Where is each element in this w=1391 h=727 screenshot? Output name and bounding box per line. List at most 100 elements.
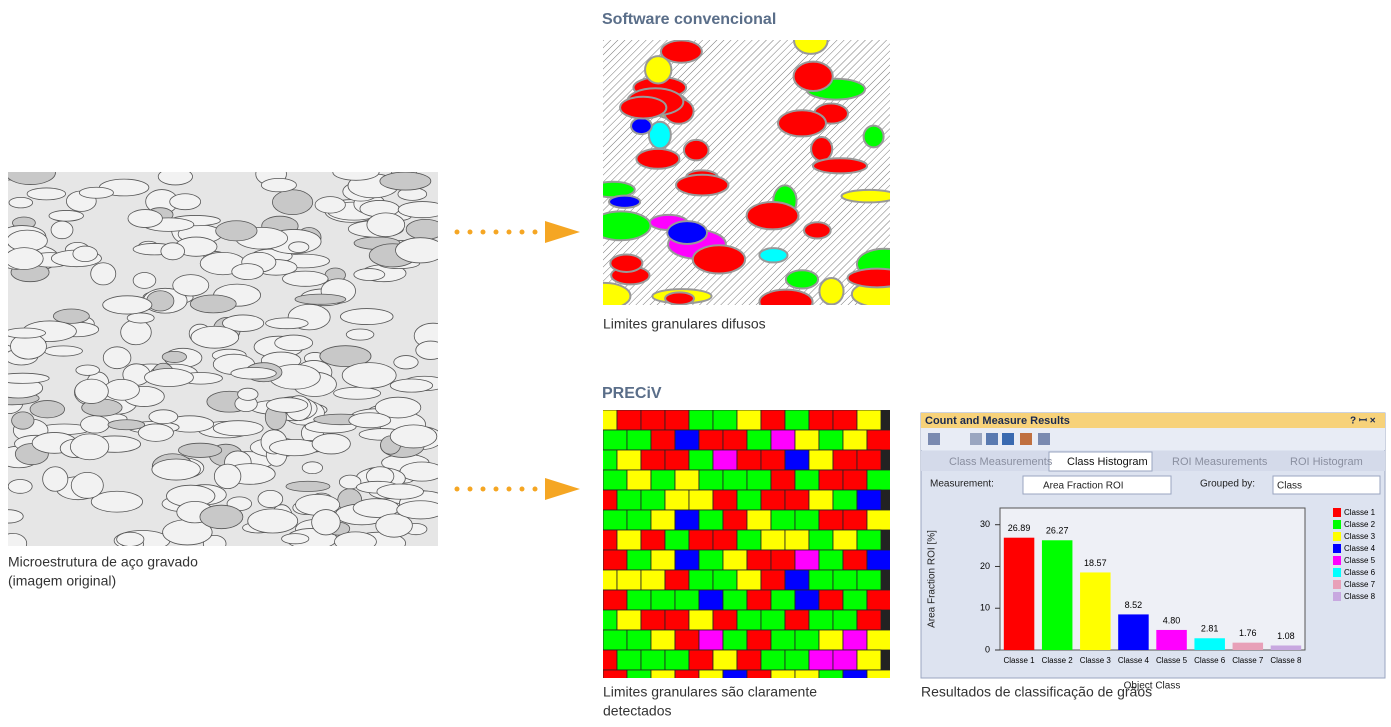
x-tick-label: Classe 2 <box>1042 656 1074 665</box>
toolbar-button[interactable] <box>1002 433 1014 445</box>
grain <box>856 529 882 551</box>
grain <box>698 629 724 651</box>
grain <box>866 549 890 571</box>
grain <box>11 411 35 430</box>
grain <box>8 327 46 339</box>
grain <box>281 533 310 545</box>
tab[interactable]: ROI Measurements <box>1172 456 1268 468</box>
grain <box>808 529 834 551</box>
y-axis-label: Area Fraction ROI [%] <box>927 530 938 628</box>
grain <box>784 269 820 290</box>
grain <box>415 340 438 360</box>
legend-label: Classe 2 <box>1344 520 1376 529</box>
grain <box>285 480 331 492</box>
grain <box>758 247 789 264</box>
grain <box>842 509 868 531</box>
grain <box>640 529 666 551</box>
grain <box>375 513 413 538</box>
grain <box>348 412 392 429</box>
grain <box>770 549 796 571</box>
grain <box>603 210 652 242</box>
legend-label: Classe 5 <box>1344 556 1376 565</box>
grain <box>169 193 202 211</box>
toolbar-button[interactable] <box>928 433 940 445</box>
grain <box>630 116 653 136</box>
grain <box>640 569 666 591</box>
grain <box>866 509 890 531</box>
grain <box>616 449 642 471</box>
svg-text:? ꟷ ×: ? ꟷ × <box>1350 416 1376 427</box>
bar <box>1080 572 1111 650</box>
grain <box>157 172 193 186</box>
grain <box>674 429 700 451</box>
legend-swatch <box>1333 556 1341 565</box>
x-tick-label: Classe 5 <box>1156 656 1188 665</box>
grain <box>8 532 28 546</box>
grain <box>301 461 323 475</box>
caption: Microestrutura de aço gravado <box>8 554 198 570</box>
grain <box>8 372 50 384</box>
grain <box>808 569 834 591</box>
grain <box>866 429 890 451</box>
heading: PRECiV <box>602 385 662 402</box>
grain <box>664 291 695 305</box>
grain <box>640 449 666 471</box>
dropdown[interactable] <box>1022 475 1172 495</box>
grain <box>274 334 314 352</box>
grain <box>90 262 117 286</box>
grain <box>222 314 265 332</box>
grain <box>132 272 157 289</box>
grain <box>760 489 786 511</box>
grain <box>603 549 628 571</box>
tab[interactable]: Class Histogram <box>1067 456 1148 468</box>
tab[interactable]: Class Measurements <box>949 456 1053 468</box>
value-label: 18.57 <box>1084 558 1107 568</box>
grain <box>784 410 810 431</box>
dropdown[interactable] <box>1272 475 1381 495</box>
toolbar-button[interactable] <box>986 433 998 445</box>
tab[interactable]: ROI Histogram <box>1290 456 1363 468</box>
grain <box>311 509 341 536</box>
grain <box>52 308 90 324</box>
grain <box>745 200 800 231</box>
grain <box>746 469 772 491</box>
grain <box>260 178 297 193</box>
grain <box>650 549 676 571</box>
legend-swatch <box>1333 592 1341 601</box>
grain <box>177 442 223 458</box>
toolbar-button[interactable] <box>1020 433 1032 445</box>
grain <box>722 509 748 531</box>
toolbar-button[interactable] <box>1038 433 1050 445</box>
window-title: Count and Measure Results <box>925 415 1070 427</box>
legend-swatch <box>1333 520 1341 529</box>
grain <box>635 147 681 170</box>
grain <box>603 609 618 631</box>
grain <box>341 362 397 389</box>
grain <box>736 489 762 511</box>
grain <box>26 187 67 201</box>
grain <box>784 569 810 591</box>
label: Measurement: <box>930 479 994 490</box>
grain <box>231 263 264 280</box>
value-label: 8.52 <box>1125 600 1143 610</box>
grain <box>698 669 724 678</box>
toolbar-button[interactable] <box>970 433 982 445</box>
grain <box>189 294 237 314</box>
value-label: 26.27 <box>1046 526 1069 536</box>
grain <box>397 201 438 219</box>
caption: (imagem original) <box>8 573 116 589</box>
grain <box>8 172 56 185</box>
grain <box>674 469 700 491</box>
bar <box>1232 642 1264 650</box>
grain <box>48 210 84 222</box>
grain <box>856 410 882 431</box>
grain <box>770 429 796 451</box>
grain <box>215 220 258 242</box>
grain <box>213 463 242 490</box>
grain <box>862 124 885 149</box>
grain <box>688 609 714 631</box>
grain <box>608 194 642 209</box>
grain <box>842 429 868 451</box>
grain <box>818 469 844 491</box>
